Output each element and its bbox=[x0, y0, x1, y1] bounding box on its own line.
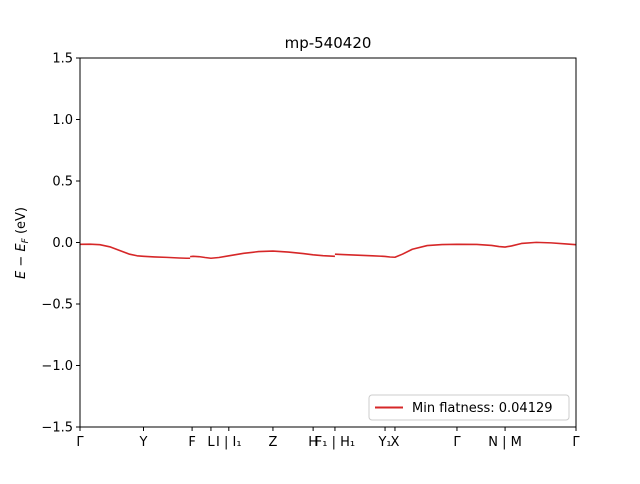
y-label-minus: − bbox=[14, 252, 29, 271]
y-label-energy: E bbox=[14, 270, 29, 279]
plot-lines bbox=[79, 241, 577, 260]
x-tick-label: X bbox=[391, 435, 400, 450]
x-tick-label: Y bbox=[139, 435, 148, 450]
x-tick-label: F₁ | H₁ bbox=[315, 435, 355, 450]
band-line-series-0-segment-2 bbox=[334, 241, 577, 259]
x-tick-label: H bbox=[308, 435, 318, 450]
x-tick-label: Z bbox=[268, 435, 277, 450]
y-tick-label: −1.0 bbox=[41, 359, 73, 374]
legend-entry-label: Min flatness: 0.04129 bbox=[412, 401, 553, 416]
y-tick-label: 0.0 bbox=[52, 236, 73, 251]
y-label-unit: (eV) bbox=[14, 207, 29, 238]
y-tick-label: −1.5 bbox=[41, 421, 73, 436]
legend-box bbox=[368, 394, 570, 421]
chart-title: mp-540420 bbox=[285, 34, 372, 52]
y-tick-label: 0.5 bbox=[52, 175, 73, 190]
x-tick-label: Γ bbox=[572, 435, 580, 450]
plot-frame bbox=[79, 57, 577, 428]
y-label-fermi-subscript: F bbox=[21, 237, 31, 243]
legend: Min flatness: 0.04129 bbox=[368, 394, 570, 421]
band-line-series-0-segment-0 bbox=[79, 243, 191, 260]
y-axis-label: E − EF (eV) bbox=[14, 207, 31, 279]
x-tick-label: L bbox=[207, 435, 215, 450]
x-tick-label: F bbox=[188, 435, 195, 450]
x-tick-label: N | M bbox=[488, 435, 522, 450]
band-line-series-0-segment-1 bbox=[190, 250, 335, 260]
x-tick-label: Y₁ bbox=[377, 435, 391, 450]
x-tick-label: Γ bbox=[76, 435, 84, 450]
x-tick-label: I | I₁ bbox=[216, 435, 242, 450]
y-tick-label: 1.0 bbox=[52, 113, 73, 128]
y-tick-label: −0.5 bbox=[41, 298, 73, 313]
y-tick-label: 1.5 bbox=[52, 52, 73, 67]
y-axis-ticks: −1.5 −1.0 −0.5 0.0 0.5 1.0 1.5 bbox=[41, 52, 80, 436]
y-label-fermi: E bbox=[14, 243, 29, 252]
x-tick-label: Γ bbox=[453, 435, 461, 450]
